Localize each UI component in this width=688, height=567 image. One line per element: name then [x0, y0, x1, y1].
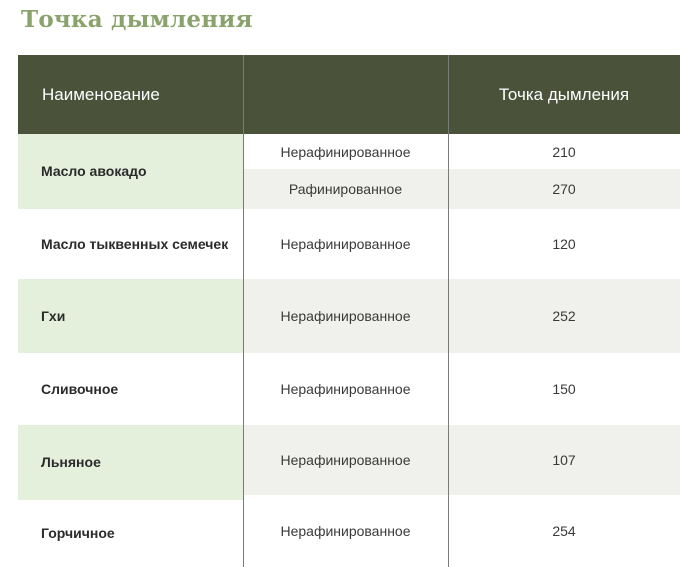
table-row-name: Льняное	[18, 425, 243, 500]
smoke-point-value: 120	[552, 236, 576, 252]
oil-type: Рафинированное	[288, 181, 403, 197]
oil-name: Масло авокадо	[41, 163, 147, 179]
oil-type: Нерафинированное	[280, 308, 411, 324]
column-divider	[448, 55, 449, 567]
oil-type: Нерафинированное	[280, 381, 411, 397]
smoke-point-value: 270	[552, 181, 576, 197]
table-row: Нерафинированное 254	[243, 495, 680, 567]
oil-name: Масло тыквенных семечек	[41, 235, 229, 252]
table-row-name: Масло тыквенных семечек	[18, 209, 243, 279]
oil-type: Нерафинированное	[280, 452, 411, 468]
oil-type: Нерафинированное	[280, 236, 411, 252]
smoke-point-value: 107	[552, 452, 576, 468]
smoke-point-value: 252	[552, 308, 576, 324]
table-header: Наименование Точка дымления	[18, 55, 680, 134]
oil-name: Гхи	[41, 307, 66, 324]
oil-type: Нерафинированное	[280, 523, 411, 539]
smoke-point-table: Наименование Точка дымления Масло авокад…	[18, 55, 680, 567]
oil-name: Горчичное	[41, 525, 115, 541]
oil-name: Сливочное	[41, 380, 119, 397]
table-row-name: Сливочное	[18, 353, 243, 425]
header-smoke-point: Точка дымления	[498, 85, 630, 104]
table-row-name: Гхи	[18, 279, 243, 353]
table-row: Нерафинированное 150	[243, 353, 680, 425]
table-row: Нерафинированное 120	[243, 209, 680, 279]
table-row: Нерафинированное 210	[243, 134, 680, 169]
page-title: Точка дымления	[21, 6, 253, 33]
oil-type: Нерафинированное	[280, 143, 411, 160]
header-name: Наименование	[42, 85, 160, 104]
table-row: Рафинированное 270	[243, 169, 680, 209]
smoke-point-value: 254	[552, 523, 576, 539]
column-divider	[243, 55, 244, 567]
table-row: Нерафинированное 252	[243, 279, 680, 353]
table-row-name: Горчичное	[18, 500, 243, 567]
table-row-name: Масло авокадо	[18, 134, 243, 209]
oil-name: Льняное	[41, 454, 101, 470]
smoke-point-value: 150	[552, 381, 576, 397]
table-row: Нерафинированное 107	[243, 425, 680, 495]
smoke-point-value: 210	[552, 143, 576, 160]
